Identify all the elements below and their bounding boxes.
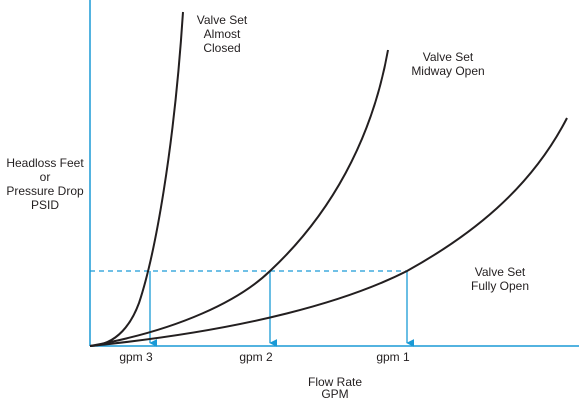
x-axis-label-line: GPM [321, 387, 348, 401]
curve-label-line: Fully Open [471, 279, 529, 293]
y-axis-label: Headloss Feet or Pressure Drop PSID [6, 156, 84, 212]
curve-label: Valve Set Midway Open [411, 50, 484, 78]
curve-label: Valve Set Fully Open [471, 265, 529, 293]
x-axis-label-line: Flow Rate [308, 375, 362, 389]
flow-point-label: gpm 3 [119, 350, 153, 364]
x-axis-label: Flow Rate GPM [308, 375, 362, 401]
curve-fully-open [89, 117, 568, 347]
curve-label-line: Valve Set [197, 13, 248, 27]
curve-label-line: Valve Set [475, 265, 526, 279]
curve-label-line: Midway Open [411, 64, 484, 78]
y-axis-label-line: Pressure Drop [6, 184, 84, 198]
y-axis-label-line: Headloss Feet [6, 156, 84, 170]
curve-label-line: Almost [204, 27, 241, 41]
curve-label-line: Valve Set [423, 50, 474, 64]
curve-label: Valve Set Almost Closed [197, 13, 248, 55]
curve-label-line: Closed [203, 41, 240, 55]
flow-point-label: gpm 1 [376, 350, 410, 364]
y-axis-label-line: PSID [31, 198, 59, 212]
curve-midway-open [89, 49, 389, 347]
flow-point-label: gpm 2 [239, 350, 273, 364]
curve-almost-closed [89, 11, 184, 347]
y-axis-label-line: or [40, 170, 51, 184]
